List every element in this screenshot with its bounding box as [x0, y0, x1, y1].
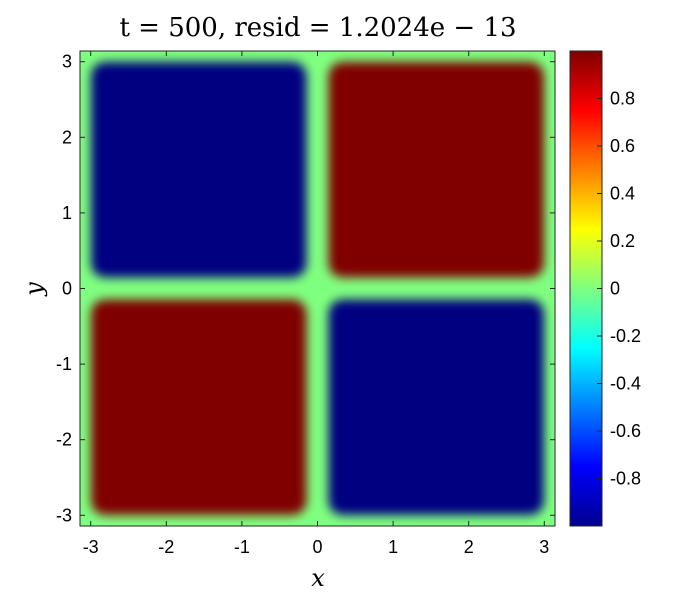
colorbar-tick-label: 0.2 — [610, 231, 635, 251]
colorbar-tick-label: 0.8 — [610, 89, 635, 109]
x-tick-label: -2 — [158, 537, 174, 557]
x-tick-label: 0 — [312, 537, 322, 557]
region-top-left — [91, 62, 307, 278]
region-layer — [91, 62, 544, 515]
colorbar-tick-label: -0.6 — [610, 421, 641, 441]
y-axis: -3 -2 -1 0 1 2 3 — [56, 52, 555, 525]
y-tick-label: 0 — [62, 279, 72, 299]
colorbar-tick-label: 0 — [610, 279, 620, 299]
chart-title: t = 500, resid = 1.2024e − 13 — [119, 13, 516, 43]
colorbar-tick-label: 0.6 — [610, 136, 635, 156]
x-tick-label: -1 — [234, 537, 250, 557]
y-axis-label: y — [20, 282, 48, 297]
y-tick-label: -2 — [56, 430, 72, 450]
y-tick-label: 1 — [62, 203, 72, 223]
y-tick-label: 3 — [62, 52, 72, 72]
colorbar-tick-label: -0.8 — [610, 469, 641, 489]
y-tick-label: 2 — [62, 127, 72, 147]
colorbar-ticks: 0.8 0.6 0.4 0.2 0 -0.2 -0.4 -0.6 -0.8 — [597, 89, 641, 489]
region-bottom-right — [328, 299, 544, 515]
y-tick-label: -3 — [56, 505, 72, 525]
colorbar-tick-label: -0.4 — [610, 374, 641, 394]
x-axis-label: x — [311, 564, 325, 592]
colorbar-tick-label: 0.4 — [610, 184, 635, 204]
region-top-right — [328, 62, 544, 278]
plot-area — [80, 51, 555, 526]
x-axis: -3 -2 -1 0 1 2 3 — [83, 51, 549, 557]
region-bottom-left — [91, 299, 307, 515]
colorbar — [569, 50, 603, 527]
x-tick-label: 2 — [464, 537, 474, 557]
y-tick-label: -1 — [56, 354, 72, 374]
x-tick-label: -3 — [83, 537, 99, 557]
x-tick-label: 3 — [539, 537, 549, 557]
colorbar-tick-label: -0.2 — [610, 326, 641, 346]
x-tick-label: 1 — [388, 537, 398, 557]
